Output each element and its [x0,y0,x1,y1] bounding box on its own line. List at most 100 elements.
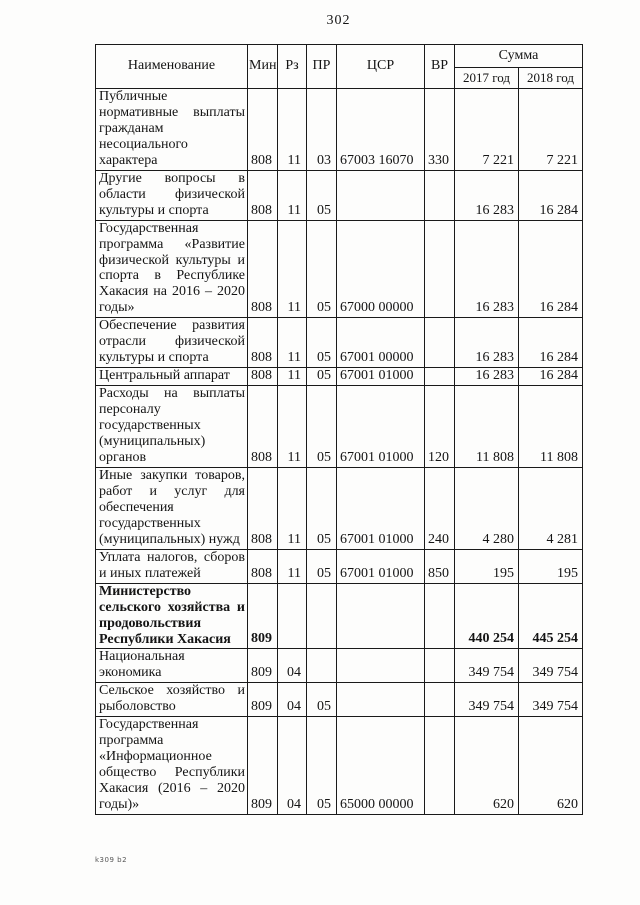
cell-rz: 11 [277,367,307,387]
table-row: Другие вопросы в области физической куль… [95,169,583,221]
table-header: Наименование Мин Рз ПР ЦСР ВР Сумма 2017… [95,43,583,89]
cell-pr: 05 [306,716,337,815]
cell-vr [424,582,455,650]
cell-csr: 67001 01000 [336,466,425,550]
cell-min: 808 [247,466,278,550]
cell-pr: 05 [306,385,337,468]
cell-pr [306,582,337,650]
cell-y2017: 349 754 [454,682,519,718]
cell-csr: 67001 00000 [336,317,425,369]
cell-vr [424,367,455,387]
cell-csr: 65000 00000 [336,716,425,815]
cell-y2018: 195 [518,548,583,584]
cell-min: 808 [247,385,278,468]
cell-y2017: 16 283 [454,169,519,221]
cell-rz: 04 [277,682,307,718]
cell-name: Другие вопросы в области физической куль… [95,169,248,221]
cell-y2018: 349 754 [518,682,583,718]
cell-vr: 240 [424,466,455,550]
cell-y2018: 4 281 [518,466,583,550]
cell-y2018: 16 284 [518,317,583,369]
header-vr: ВР [424,44,455,89]
cell-y2018: 16 284 [518,169,583,221]
cell-name: Министерство сельского хозяйства и продо… [95,582,248,650]
cell-rz: 11 [277,385,307,468]
cell-vr [424,317,455,369]
cell-name: Обеспечение развития отрасли физической … [95,317,248,369]
cell-y2018: 11 808 [518,385,583,468]
cell-vr: 120 [424,385,455,468]
cell-rz: 11 [277,219,307,319]
cell-rz: 11 [277,548,307,584]
cell-y2017: 16 283 [454,219,519,319]
cell-y2018: 445 254 [518,582,583,650]
cell-pr: 03 [306,88,337,171]
cell-csr [336,582,425,650]
cell-rz: 11 [277,88,307,171]
cell-csr: 67001 01000 [336,367,425,387]
cell-vr: 850 [424,548,455,584]
cell-y2018: 349 754 [518,648,583,684]
cell-y2017: 440 254 [454,582,519,650]
cell-y2018: 16 284 [518,367,583,387]
cell-min: 808 [247,88,278,171]
table-body: Публичные нормативные выплаты гражданам … [95,88,583,815]
table-row: Государственная программа «Развитие физи… [95,219,583,319]
cell-pr: 05 [306,466,337,550]
cell-y2017: 349 754 [454,648,519,684]
cell-min: 808 [247,317,278,369]
cell-pr: 05 [306,317,337,369]
cell-csr [336,648,425,684]
cell-csr [336,682,425,718]
cell-y2017: 16 283 [454,367,519,387]
cell-pr: 05 [306,169,337,221]
cell-rz [277,582,307,650]
cell-vr [424,682,455,718]
cell-rz: 04 [277,716,307,815]
table-row: Иные закупки товаров, работ и услуг для … [95,466,583,550]
table-row: Государственная программа «Информационно… [95,716,583,815]
cell-csr [336,169,425,221]
cell-name: Национальная экономика [95,648,248,684]
header-year-2017: 2017 год [454,67,519,89]
cell-y2017: 16 283 [454,317,519,369]
cell-name: Сельское хозяйство и рыболовство [95,682,248,718]
table-row: Публичные нормативные выплаты гражданам … [95,88,583,171]
cell-y2017: 11 808 [454,385,519,468]
cell-name: Уплата налогов, сборов и иных платежей [95,548,248,584]
table-row: Расходы на выплаты персоналу государстве… [95,385,583,468]
cell-vr: 330 [424,88,455,171]
cell-rz: 11 [277,466,307,550]
cell-rz: 11 [277,169,307,221]
cell-min: 808 [247,367,278,387]
cell-pr: 05 [306,367,337,387]
table-row: Центральный аппарат 808 11 05 67001 01000 16 … [95,367,583,387]
cell-csr: 67001 01000 [336,548,425,584]
cell-y2018: 16 284 [518,219,583,319]
header-pr: ПР [306,44,337,89]
cell-csr: 67003 16070 [336,88,425,171]
table-row: Сельское хозяйство и рыболовство 809 04 05 3… [95,682,583,718]
cell-min: 809 [247,582,278,650]
cell-min: 808 [247,548,278,584]
footer-note: k309 b2 [95,856,128,864]
header-csr: ЦСР [336,44,425,89]
header-rz: Рз [277,44,307,89]
cell-y2017: 195 [454,548,519,584]
cell-y2017: 620 [454,716,519,815]
cell-rz: 04 [277,648,307,684]
cell-pr: 05 [306,548,337,584]
cell-name: Государственная программа «Информационно… [95,716,248,815]
header-name: Наименование [95,44,248,89]
cell-y2017: 7 221 [454,88,519,171]
cell-pr: 05 [306,219,337,319]
cell-name: Публичные нормативные выплаты гражданам … [95,88,248,171]
header-year-2018: 2018 год [518,67,583,89]
table-row: Министерство сельского хозяйства и продо… [95,582,583,650]
cell-min: 808 [247,219,278,319]
table-row: Национальная экономика 809 04 349 754 349 75… [95,648,583,684]
cell-min: 808 [247,169,278,221]
cell-pr [306,648,337,684]
cell-csr: 67001 01000 [336,385,425,468]
